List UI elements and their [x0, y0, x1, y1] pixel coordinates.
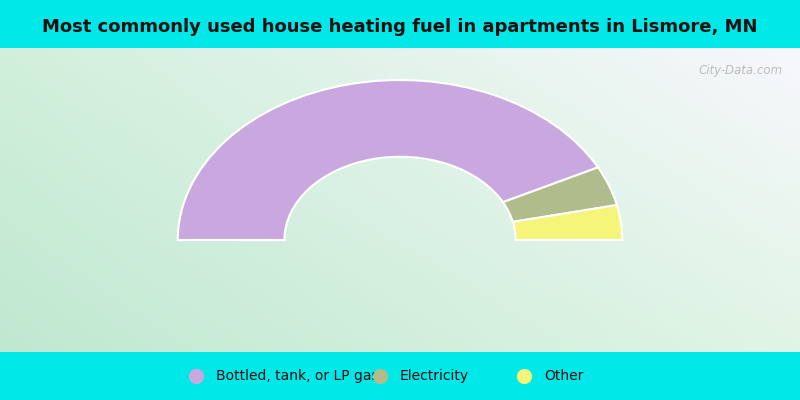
- Text: Other: Other: [544, 369, 583, 383]
- Wedge shape: [513, 205, 622, 240]
- Text: Bottled, tank, or LP gas: Bottled, tank, or LP gas: [216, 369, 378, 383]
- Wedge shape: [503, 167, 617, 222]
- Text: City-Data.com: City-Data.com: [698, 64, 782, 77]
- Wedge shape: [178, 80, 598, 240]
- Text: Most commonly used house heating fuel in apartments in Lismore, MN: Most commonly used house heating fuel in…: [42, 18, 758, 36]
- Text: Electricity: Electricity: [400, 369, 469, 383]
